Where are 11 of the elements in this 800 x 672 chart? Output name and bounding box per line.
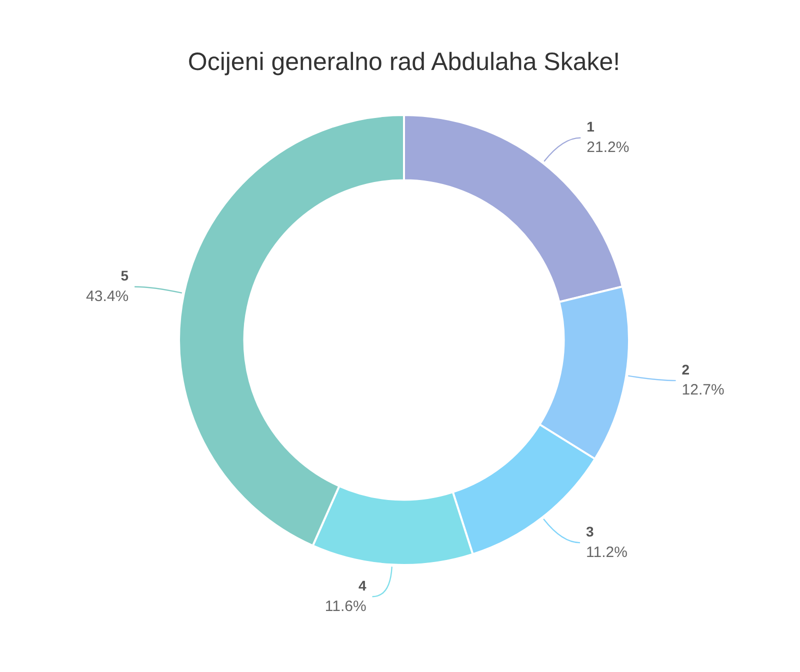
slice-label: 5 (120, 268, 129, 284)
slice-label: 3 (586, 524, 594, 540)
data-label: 11.2% (586, 544, 628, 561)
data-label: 21.2% (586, 138, 630, 156)
slice-label: 1 (586, 118, 595, 135)
data-label: 12.7% (682, 382, 724, 399)
chart-title: Ocijeni generalno rad Abdulaha Skake! (188, 48, 620, 76)
slice-label: 2 (682, 361, 690, 378)
data-label: 43.4% (86, 288, 129, 305)
slice-label: 4 (358, 577, 366, 594)
data-label: 11.6% (324, 598, 366, 615)
